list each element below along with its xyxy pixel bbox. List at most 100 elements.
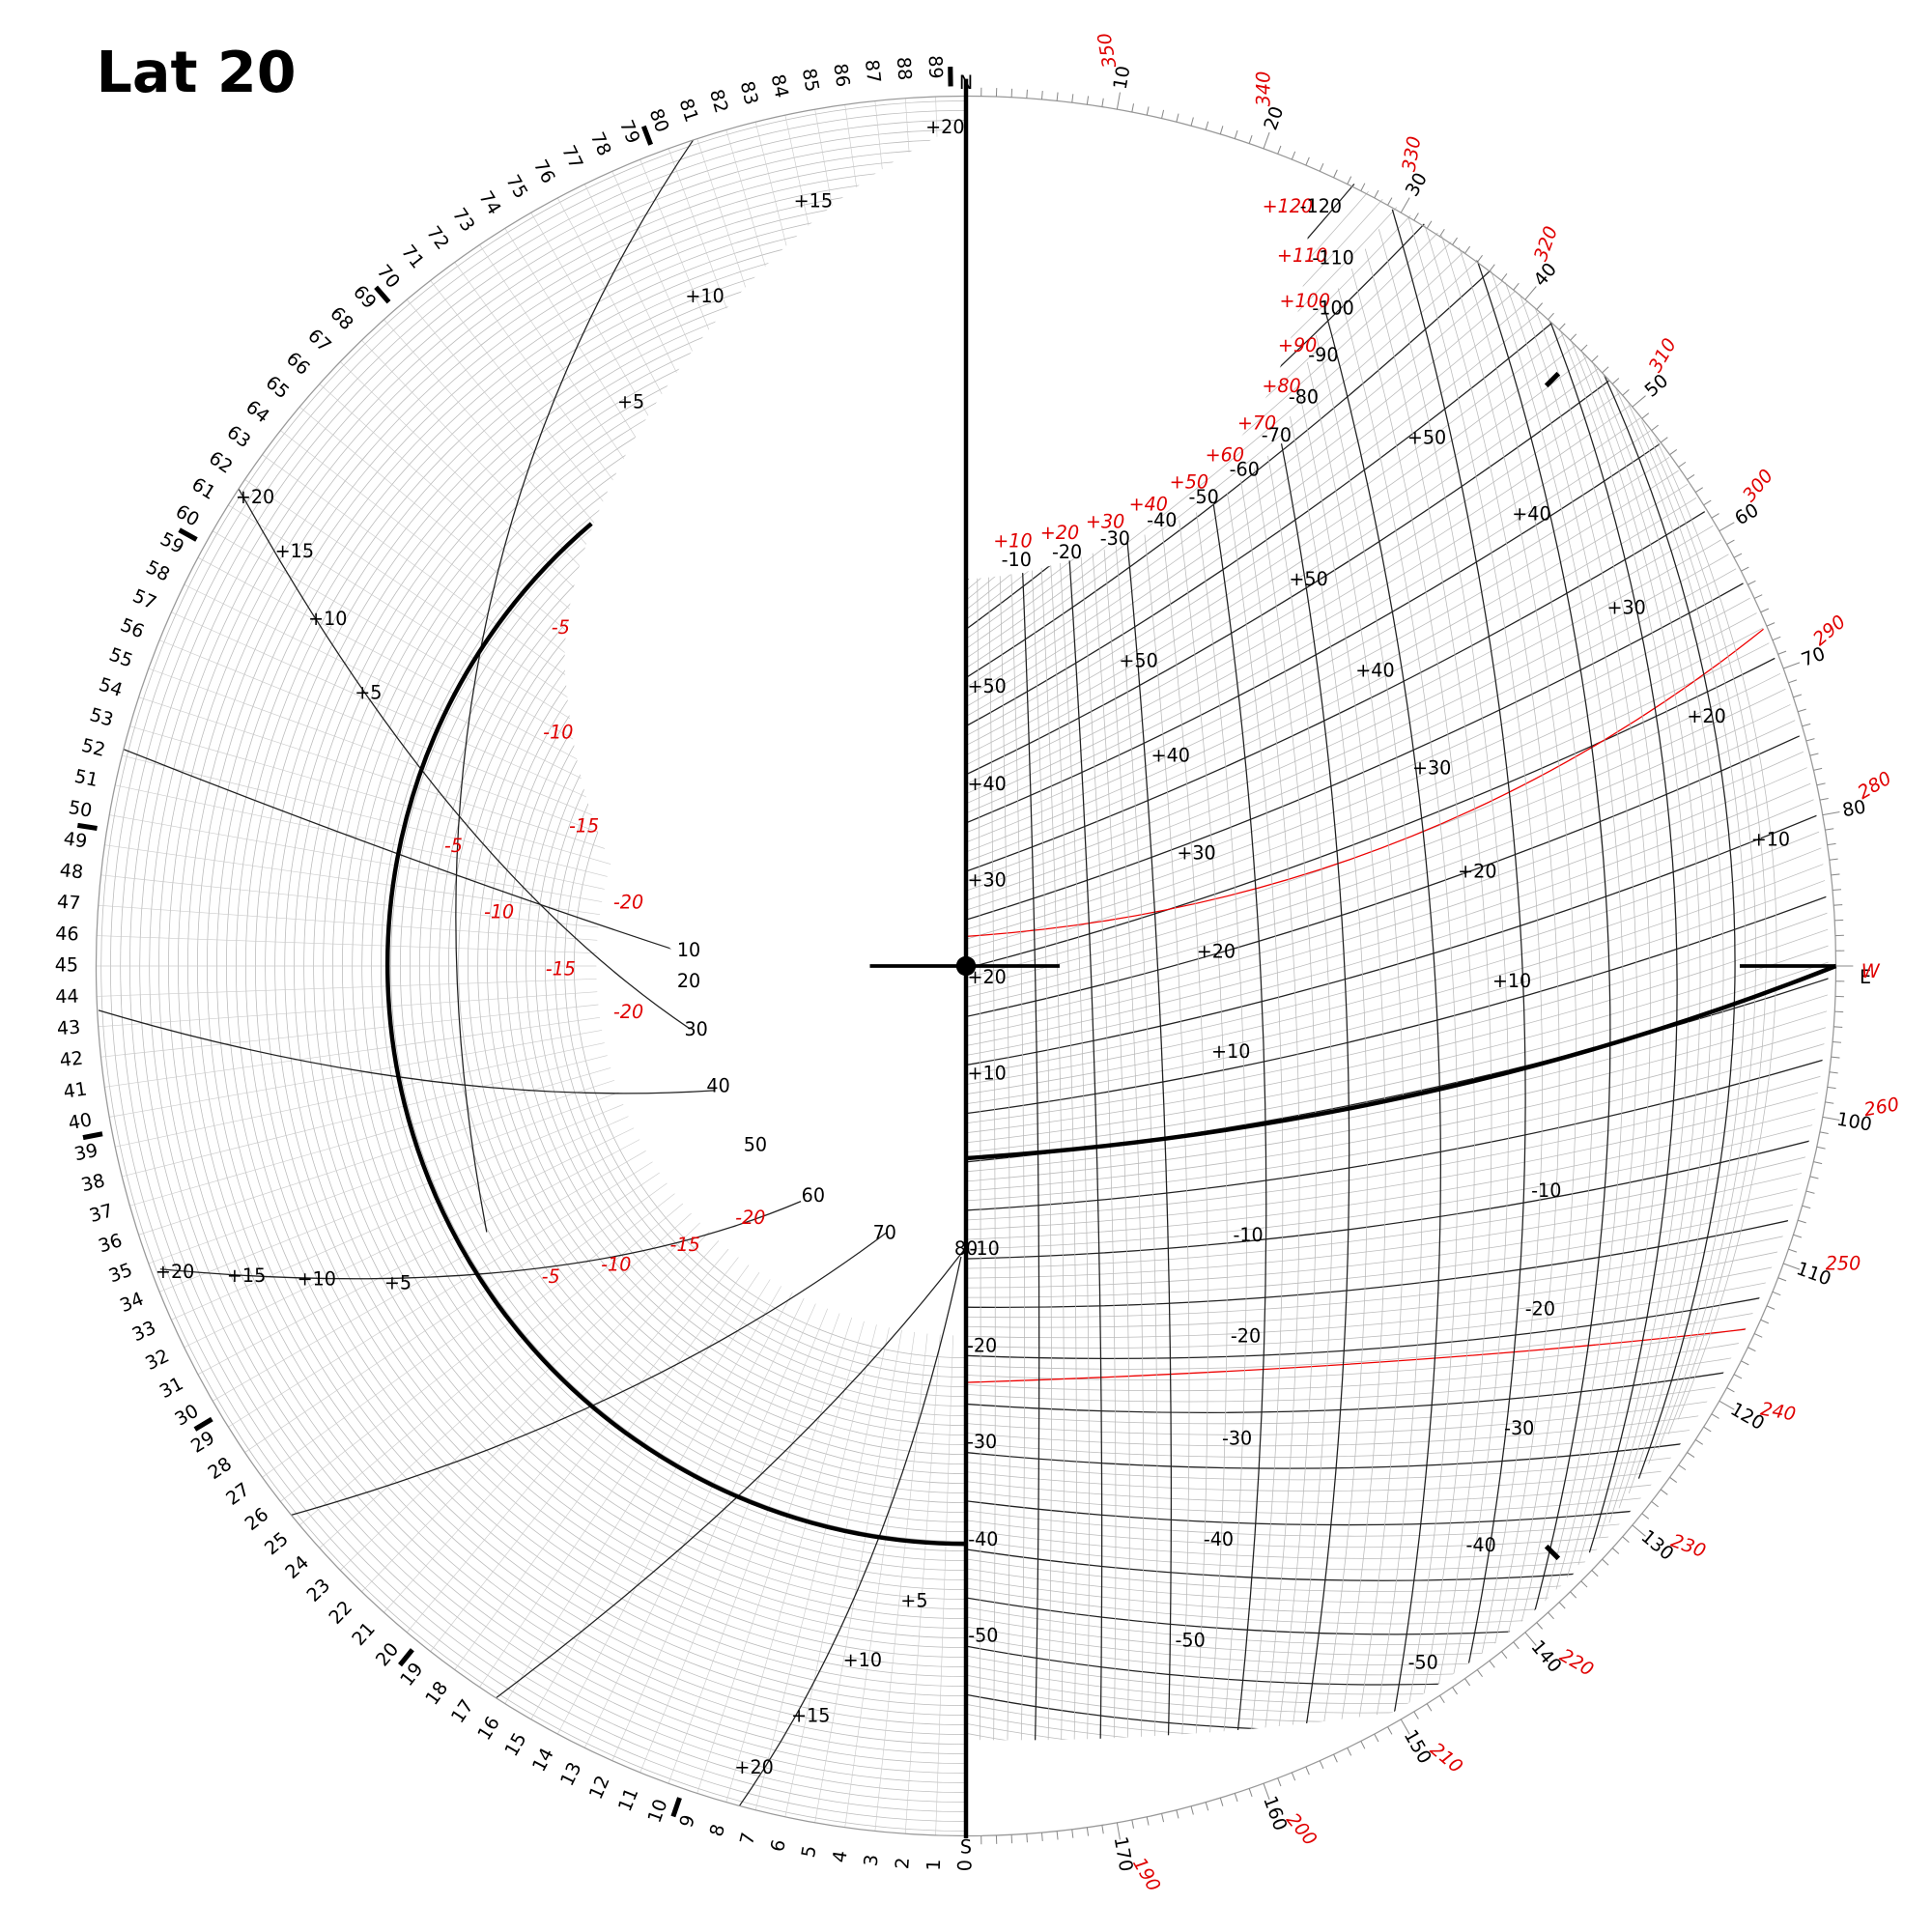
left-label: +10 xyxy=(298,1268,336,1291)
left-label: +10 xyxy=(843,1649,882,1671)
arc-label: -110 xyxy=(1312,246,1353,269)
rim-tick xyxy=(1766,622,1776,627)
left-red-label: -15 xyxy=(569,814,599,837)
hour-curve xyxy=(1115,546,1158,1741)
ring-label: 40 xyxy=(706,1074,729,1096)
rim-label: 76 xyxy=(529,156,560,186)
hour-curve xyxy=(1364,248,1492,1696)
left-label: +20 xyxy=(236,486,274,508)
altitude-curve xyxy=(966,260,1525,688)
fine-line xyxy=(296,1203,684,1529)
hour-curve xyxy=(1196,512,1247,1741)
altitude-curve xyxy=(966,1436,1733,1469)
rim-tick xyxy=(1464,1678,1471,1687)
rim-tick xyxy=(1651,424,1659,431)
rim-tick xyxy=(1176,1809,1179,1819)
arc-label: +120 xyxy=(1263,195,1314,217)
altitude-curve xyxy=(966,315,1588,737)
fine-line xyxy=(904,96,941,598)
left-label: +15 xyxy=(275,540,314,562)
altitude-curve xyxy=(966,374,1645,785)
altitude-curve xyxy=(966,203,1444,630)
rim-tick xyxy=(1805,738,1815,742)
rim-label: 77 xyxy=(557,142,587,173)
hour-curve xyxy=(1022,573,1040,1741)
altitude-curve xyxy=(966,1258,1817,1339)
rim-label: 0 xyxy=(953,1860,976,1871)
rim-tick xyxy=(1669,1476,1678,1483)
rim-tick xyxy=(1783,1263,1801,1270)
fine-line xyxy=(403,1248,729,1636)
fine-line xyxy=(554,1292,793,1739)
grid-label: -10 xyxy=(1531,1179,1561,1202)
altitude-curve xyxy=(966,566,1773,921)
rim-label: 69 xyxy=(349,281,381,313)
fine-line xyxy=(638,1308,828,1777)
rim-label: 41 xyxy=(62,1078,88,1103)
axis-label: +50 xyxy=(967,675,1006,697)
rim-label: 50 xyxy=(67,796,94,822)
rim-tick xyxy=(1234,129,1238,139)
rim-label: 22 xyxy=(325,1596,356,1628)
left-label: +5 xyxy=(617,391,644,413)
rim-label-red: 210 xyxy=(1426,1738,1467,1777)
altitude-curve xyxy=(966,817,1829,1075)
rim-label: 42 xyxy=(59,1047,85,1071)
rim-tick xyxy=(1056,92,1059,101)
hour-curve xyxy=(1638,413,1767,1435)
rim-label: 60 xyxy=(1731,498,1763,529)
altitude-curve xyxy=(966,326,1600,747)
rim-label-red: 340 xyxy=(1253,71,1275,107)
fine-line xyxy=(133,1079,615,1237)
ring-label: 50 xyxy=(744,1134,767,1156)
arc-label: +80 xyxy=(1262,375,1300,397)
arc-label: +30 xyxy=(1086,510,1124,532)
arc-label: -50 xyxy=(1189,486,1219,508)
hour-curve xyxy=(1227,493,1284,1741)
rim-label: 29 xyxy=(186,1426,218,1457)
arc-label: -20 xyxy=(1052,541,1082,563)
altitude-curve xyxy=(966,439,1696,834)
arc-label: +20 xyxy=(1040,522,1079,544)
left-label: +15 xyxy=(791,1704,830,1726)
rim-label: 48 xyxy=(59,859,85,883)
altitude-curve xyxy=(966,1378,1765,1425)
hour-curve xyxy=(1060,562,1090,1741)
fine-line xyxy=(336,1222,700,1575)
altitude-curve xyxy=(966,1081,1829,1231)
fine-line xyxy=(843,99,916,601)
hour-curve xyxy=(1337,288,1459,1716)
arc-label: -10 xyxy=(1002,549,1032,571)
rim-tick xyxy=(1741,566,1749,572)
left-label: +5 xyxy=(355,682,382,704)
curve xyxy=(289,1231,888,1517)
altitude-curve xyxy=(966,1408,1749,1447)
rim-tick xyxy=(1822,811,1840,816)
rim-tick xyxy=(1632,1524,1646,1537)
rim-tick xyxy=(1205,121,1209,130)
rim-tick xyxy=(1726,1387,1735,1393)
rim-label: 38 xyxy=(79,1169,107,1196)
altitude-curve xyxy=(966,1520,1665,1548)
west: W xyxy=(1861,960,1881,982)
fine-line xyxy=(117,753,608,877)
rim-tick xyxy=(1694,487,1703,493)
altitude-curve xyxy=(966,1464,1715,1492)
rim-tick xyxy=(1558,323,1566,330)
altitude-curve xyxy=(966,241,1499,668)
hour-curve xyxy=(1080,556,1117,1741)
center-dot xyxy=(955,955,977,977)
rim-tick xyxy=(1347,176,1352,185)
rim-label: 13 xyxy=(555,1758,585,1789)
arc-label: +40 xyxy=(1129,493,1168,515)
altitude-curve xyxy=(966,1194,1829,1298)
hour-curve xyxy=(988,576,996,1741)
fine-line xyxy=(166,610,629,816)
hour-curve xyxy=(1564,325,1701,1523)
rim-label-red: 330 xyxy=(1398,134,1426,173)
fine-line xyxy=(110,1042,605,1149)
rim-label: 15 xyxy=(500,1729,531,1761)
rim-tick xyxy=(1263,131,1270,149)
hour-curve xyxy=(1471,245,1611,1615)
fine-line xyxy=(874,96,928,599)
